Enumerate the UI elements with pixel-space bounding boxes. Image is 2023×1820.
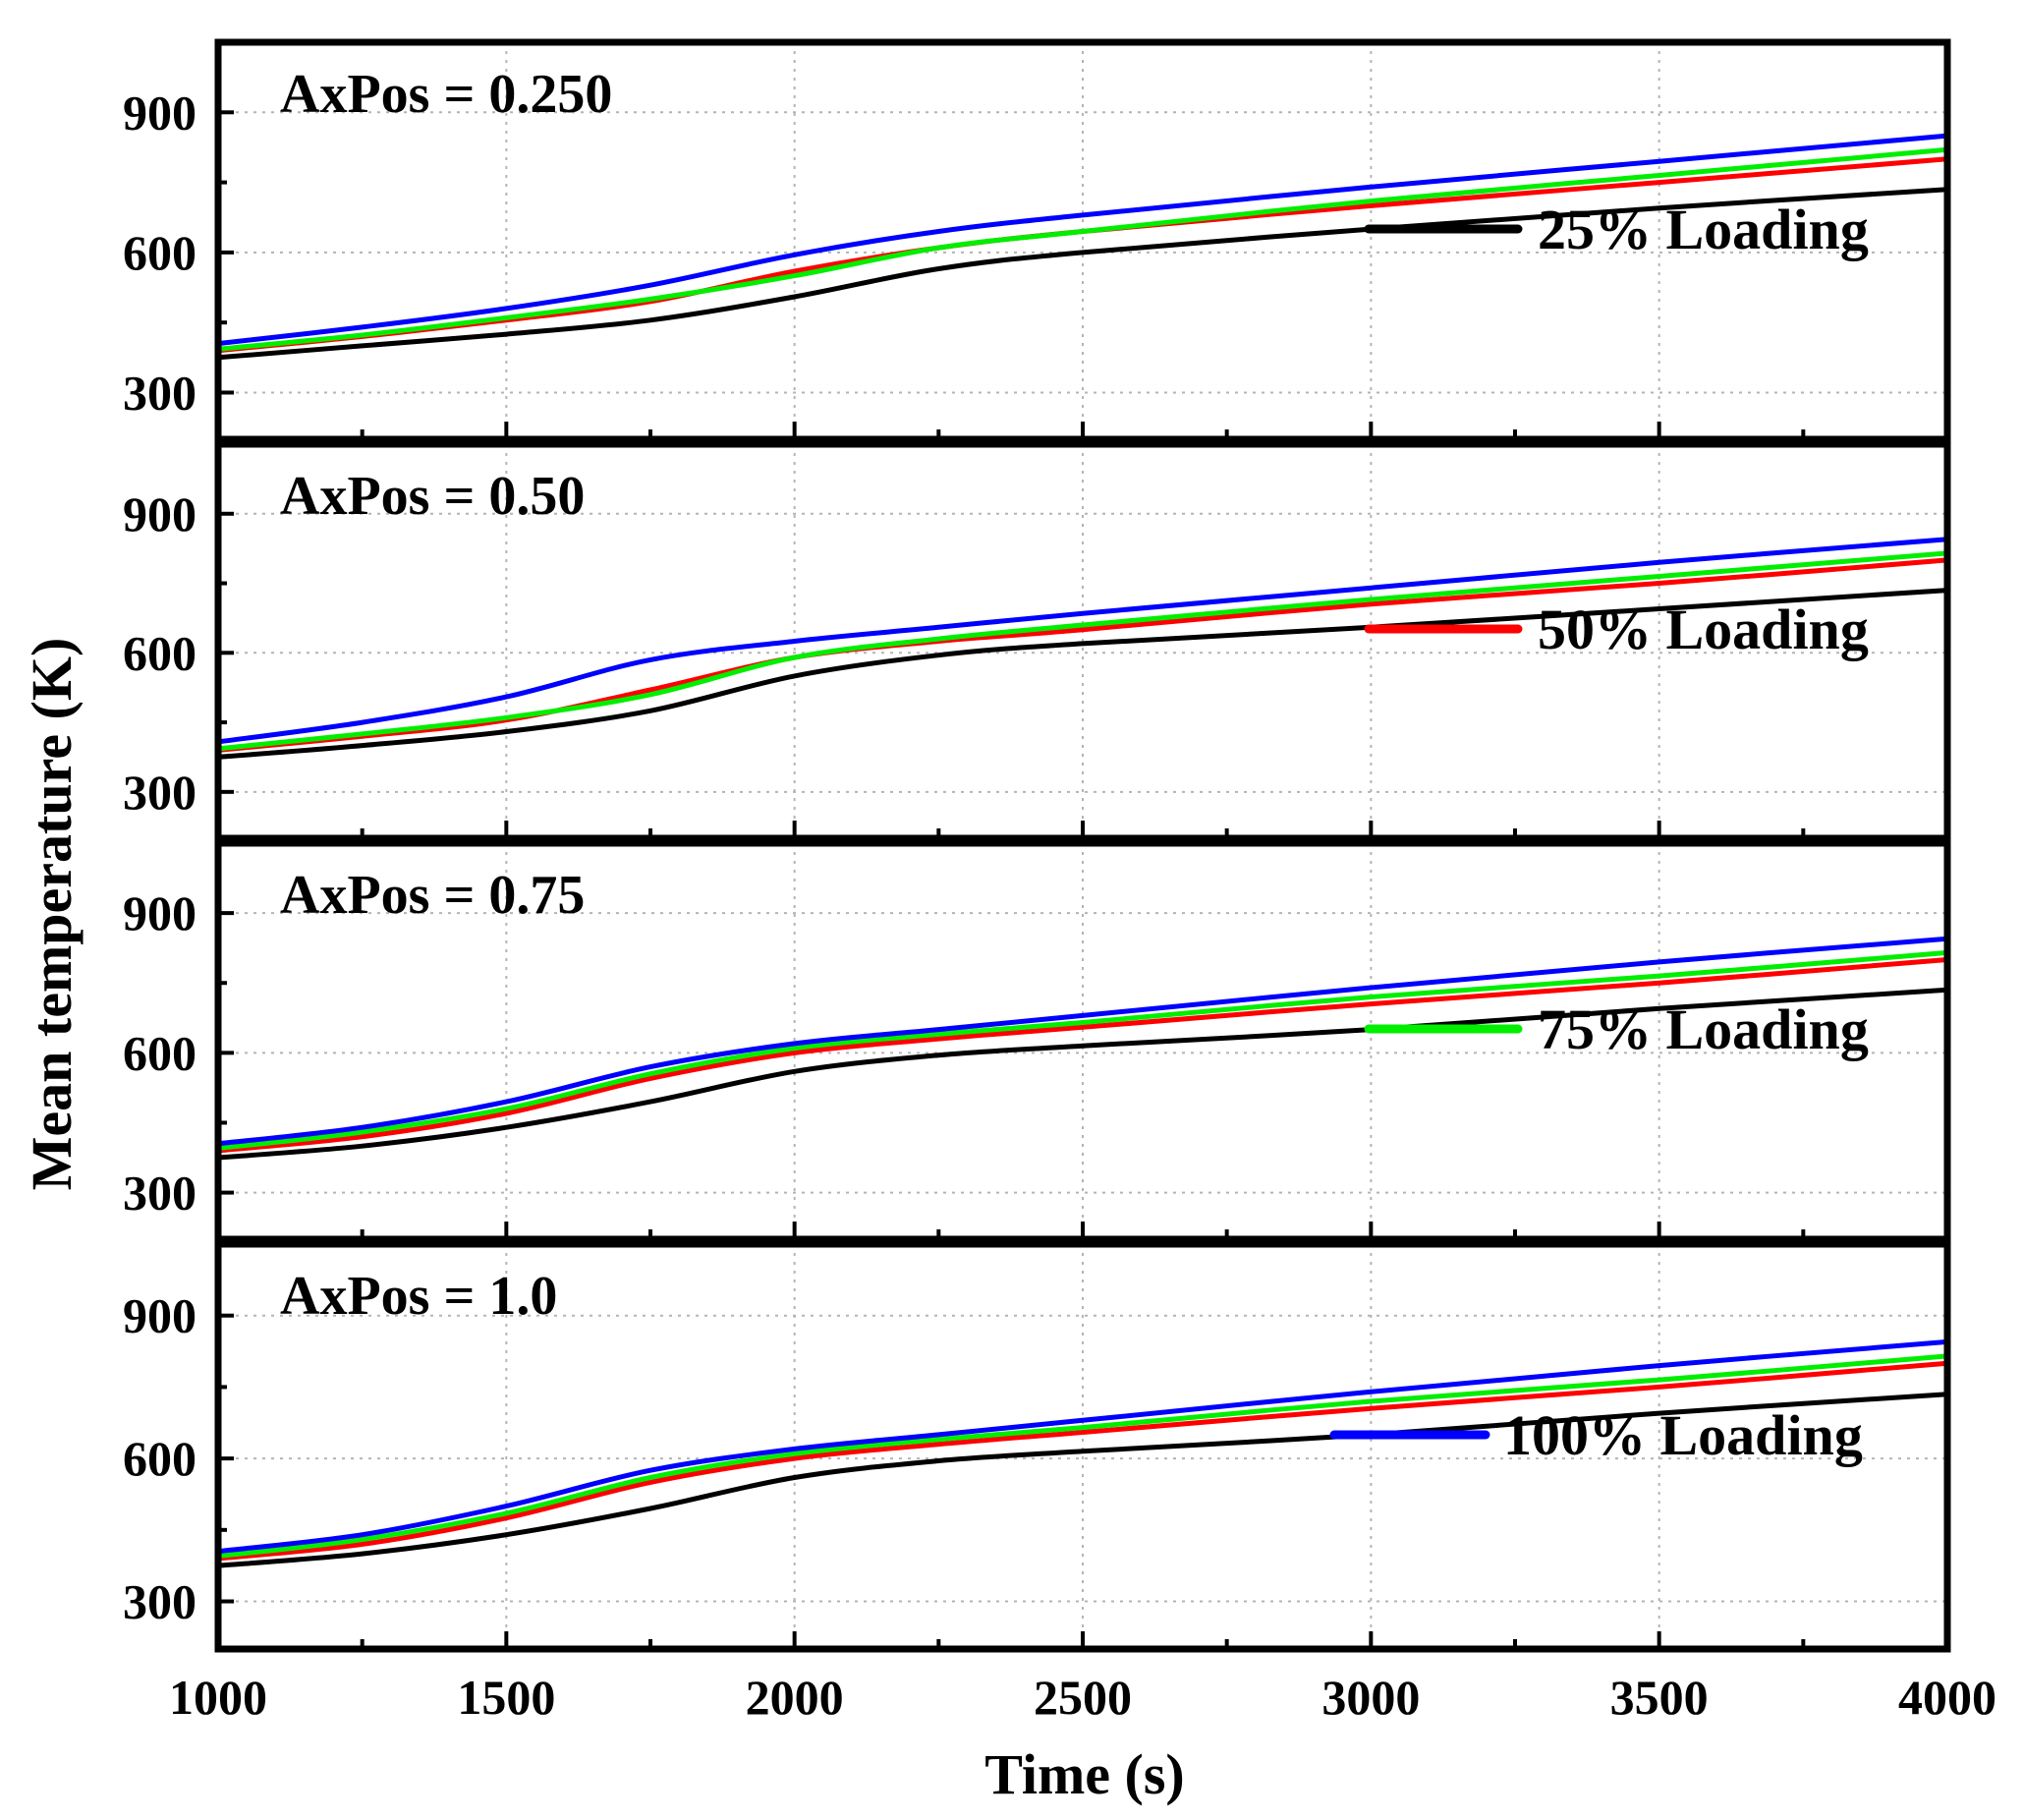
legend-entry: 50% Loading xyxy=(1364,597,1869,661)
series-line-75-loading xyxy=(215,1353,1950,1559)
series-line-75-loading xyxy=(215,550,1950,752)
panel-title: AxPos = 0.250 xyxy=(280,64,612,125)
legend-entry: 100% Loading xyxy=(1329,1403,1863,1467)
legend-label: 50% Loading xyxy=(1538,597,1869,661)
series-line-50-loading xyxy=(215,1360,1950,1562)
panel-frame xyxy=(214,38,1951,443)
y-tick-label: 900 xyxy=(123,1288,197,1343)
series-line-100-loading xyxy=(215,537,1950,745)
legend-label: 100% Loading xyxy=(1503,1403,1863,1467)
series-line-100-loading xyxy=(215,936,1950,1147)
y-tick-label: 300 xyxy=(123,1574,197,1629)
series-line-25-loading xyxy=(215,588,1950,760)
y-tick-label: 600 xyxy=(123,1025,197,1080)
panel-frame xyxy=(214,839,1951,1243)
panel-title: AxPos = 0.75 xyxy=(280,865,585,926)
y-tick-label: 900 xyxy=(123,85,197,140)
x-axis-title: Time (s) xyxy=(984,1742,1185,1806)
series-line-100-loading xyxy=(215,1338,1950,1555)
y-tick-label: 900 xyxy=(123,486,197,541)
series-line-25-loading xyxy=(215,987,1950,1161)
series-line-75-loading xyxy=(215,146,1950,352)
panel-title: AxPos = 0.50 xyxy=(280,466,585,527)
y-tick-label: 600 xyxy=(123,1431,197,1486)
x-tick-label: 3500 xyxy=(1610,1670,1709,1725)
x-tick-label: 4000 xyxy=(1898,1670,1996,1725)
panel-frame xyxy=(214,1240,1951,1653)
x-tick-label: 2500 xyxy=(1034,1670,1132,1725)
y-tick-label: 600 xyxy=(123,225,197,280)
x-tick-label: 1000 xyxy=(169,1670,267,1725)
legend-label: 75% Loading xyxy=(1538,997,1869,1061)
legend-entry: 25% Loading xyxy=(1364,198,1869,261)
panel-2: 300 600 900 AxPos = 0.50 50% Loading xyxy=(123,440,1951,842)
legend-entry: 75% Loading xyxy=(1364,997,1869,1061)
series-line-75-loading xyxy=(215,949,1950,1151)
panel-frame xyxy=(214,440,1951,842)
x-tick-label: 2000 xyxy=(746,1670,844,1725)
y-tick-label: 600 xyxy=(123,625,197,680)
y-tick-label: 300 xyxy=(123,1166,197,1221)
legend-label: 25% Loading xyxy=(1538,198,1869,261)
y-tick-label: 900 xyxy=(123,885,197,940)
panel-1: 300 600 900 AxPos = 0.250 25% Loading xyxy=(123,38,1951,443)
series-line-100-loading xyxy=(215,133,1950,347)
panel-3: 300 600 900 AxPos = 0.75 75% Loading xyxy=(123,839,1951,1243)
series-line-25-loading xyxy=(215,1392,1950,1568)
panel-4: 300 600 900 AxPos = 1.0 100% Loading xyxy=(123,1240,1951,1653)
y-tick-label: 300 xyxy=(123,765,197,820)
x-tick-label: 1500 xyxy=(457,1670,555,1725)
y-tick-label: 300 xyxy=(123,365,197,420)
y-axis-title: Mean temperature (K) xyxy=(20,638,84,1191)
series-line-50-loading xyxy=(215,957,1950,1154)
series-line-25-loading xyxy=(215,187,1950,361)
x-tick-label: 3000 xyxy=(1321,1670,1420,1725)
panel-title: AxPos = 1.0 xyxy=(280,1266,557,1327)
